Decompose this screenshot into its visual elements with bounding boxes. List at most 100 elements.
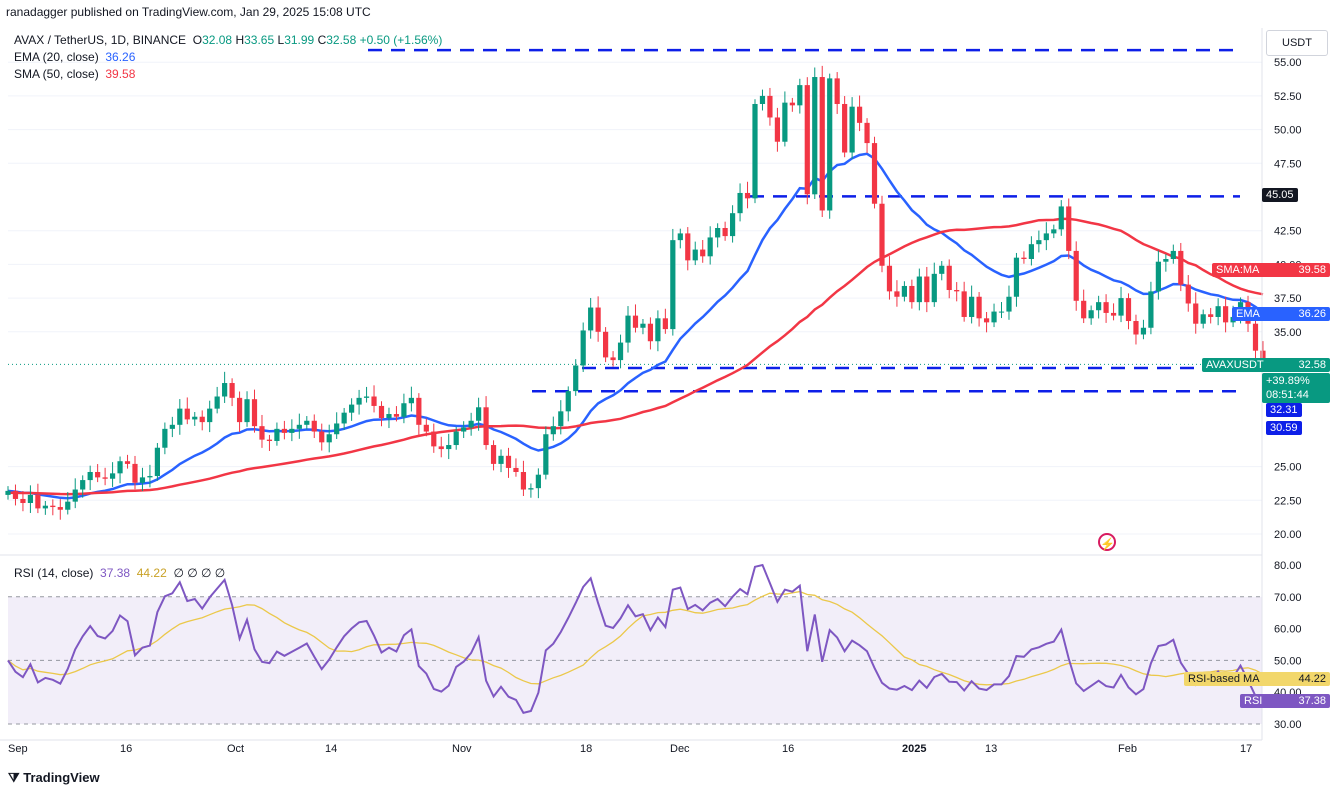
candle-body	[871, 143, 878, 204]
rsi-label: RSI (14, close)	[14, 566, 94, 580]
candle-body	[565, 391, 571, 412]
candle-body	[692, 249, 698, 261]
candle-body	[991, 311, 997, 323]
price-tick-label: 50.00	[1274, 125, 1302, 137]
rsi-band	[8, 596, 1262, 725]
candle-body	[588, 307, 594, 331]
level-mid-badge: 32.31	[1266, 403, 1302, 417]
candle-body	[386, 414, 392, 419]
candle-body	[1013, 257, 1020, 297]
candle-body	[1178, 250, 1184, 285]
level-top-badge: 45.05	[1262, 188, 1298, 202]
candle-body	[476, 407, 482, 421]
candle-body	[797, 85, 803, 106]
candle-body	[1200, 314, 1206, 324]
candle-body	[349, 404, 355, 413]
rsi-ma-value: 44.22	[136, 566, 167, 580]
candle-body	[109, 473, 116, 479]
rsi-tick-label: 30.00	[1274, 719, 1302, 731]
close-label: C	[317, 33, 327, 47]
candle-body	[1103, 302, 1109, 313]
sma-badge-value: 39.58	[1298, 264, 1326, 276]
candle-body	[961, 291, 967, 317]
candle-body	[812, 77, 818, 195]
candle-body	[729, 213, 736, 237]
candle-body	[939, 265, 945, 274]
price-tick-label: 47.50	[1274, 158, 1302, 170]
candle-body	[139, 477, 146, 483]
lightning-icon[interactable]: ⚡	[1098, 533, 1116, 551]
price-badge-extra: +39.89% 08:51:44	[1262, 373, 1330, 403]
candle-body	[715, 228, 721, 238]
candle-body	[1140, 327, 1147, 335]
candle-body	[998, 311, 1005, 313]
currency-button[interactable]: USDT	[1266, 30, 1328, 56]
candle-body	[1163, 259, 1169, 262]
candle-body	[483, 407, 489, 446]
time-tick-label: 2025	[902, 743, 926, 755]
candle-body	[640, 323, 646, 328]
rsi-tick-label: 80.00	[1274, 560, 1302, 572]
rsi-badge: RSI 37.38	[1240, 694, 1330, 708]
low-value: 31.99	[284, 33, 315, 47]
candle-body	[767, 95, 773, 118]
candle-body	[356, 397, 362, 405]
time-tick-label: Oct	[227, 743, 244, 755]
sma-label: SMA (50, close)	[14, 67, 99, 81]
candle-body	[976, 296, 982, 319]
candle-body	[1133, 321, 1139, 335]
candle-body	[1125, 298, 1132, 322]
candle-body	[154, 447, 160, 477]
candle-body	[1223, 306, 1229, 323]
legend-rsi: RSI (14, close) 37.38 44.22 ∅ ∅ ∅ ∅	[14, 566, 225, 580]
candle-body	[617, 342, 624, 361]
time-tick-label: 16	[782, 743, 794, 755]
candle-body	[782, 102, 788, 142]
price-badge-value: 32.58	[1298, 359, 1326, 371]
candle-body	[244, 399, 250, 423]
candle-body	[65, 501, 71, 510]
candle-body	[722, 228, 728, 237]
ema-badge: EMA 36.26	[1232, 307, 1330, 321]
candle-body	[1252, 323, 1259, 351]
candle-body	[909, 285, 915, 303]
candle-body	[132, 463, 138, 483]
price-tick-label: 42.50	[1274, 226, 1302, 238]
brand-label: TradingView	[23, 770, 100, 785]
ema-badge-label: EMA	[1236, 308, 1260, 320]
candle-body	[438, 446, 444, 450]
candle-body	[1036, 240, 1042, 245]
candle-body	[1110, 312, 1117, 316]
legend-symbol: AVAX / TetherUS, 1D, BINANCE O32.08 H33.…	[14, 33, 442, 47]
candle-body	[401, 403, 407, 417]
candle-body	[207, 408, 213, 423]
candle-body	[431, 431, 437, 447]
high-label: H	[235, 33, 245, 47]
candle-body	[453, 431, 459, 446]
candle-body	[1051, 229, 1057, 234]
candle-body	[931, 273, 937, 303]
sma-value: 39.58	[105, 67, 136, 81]
candle-body	[901, 285, 907, 297]
candle-body	[625, 315, 631, 343]
ema-value: 36.26	[105, 50, 136, 64]
candle-body	[1118, 298, 1124, 316]
low-label: L	[277, 33, 285, 47]
tradingview-logo: ⧩ TradingView	[8, 770, 100, 786]
candle-body	[371, 396, 377, 406]
candle-body	[1073, 250, 1079, 301]
time-tick-label: Feb	[1118, 743, 1137, 755]
candle-body	[916, 276, 922, 303]
candle-body	[20, 498, 26, 503]
candle-body	[35, 494, 41, 509]
candle-body	[1043, 233, 1049, 241]
candle-body	[528, 488, 534, 490]
candle-body	[505, 455, 512, 468]
rsi-tick-label: 70.00	[1274, 592, 1302, 604]
candle-body	[662, 318, 668, 330]
candle-body	[259, 426, 265, 440]
price-tick-label: 22.50	[1274, 495, 1302, 507]
rsi-ma-line	[7, 590, 1264, 686]
candle-body	[1193, 303, 1199, 324]
